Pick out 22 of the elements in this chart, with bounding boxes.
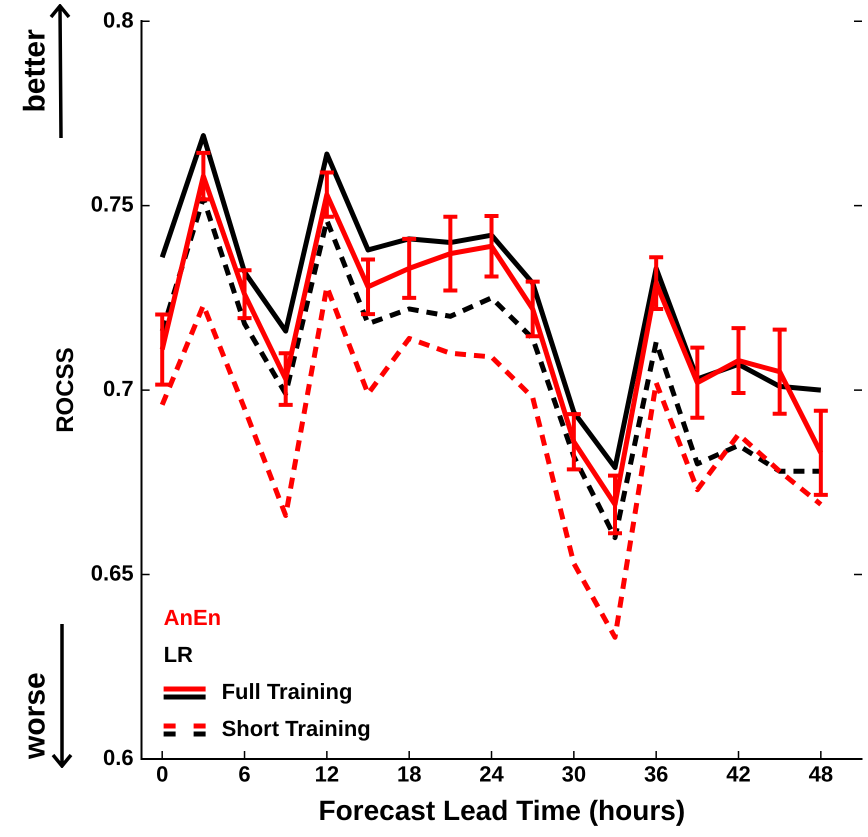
- x-tick-label: 6: [238, 761, 251, 786]
- x-tick-label: 30: [562, 761, 586, 786]
- y-tick-label: 0.8: [103, 7, 134, 32]
- annotation: Short Training: [222, 716, 371, 742]
- x-tick-label: 36: [644, 761, 668, 786]
- x-tick-label: 12: [314, 761, 340, 786]
- x-tick-label: 0: [156, 761, 168, 786]
- x-tick-label: 42: [726, 761, 751, 786]
- annotation: AnEn: [164, 605, 222, 630]
- y-tick-label: 0.75: [90, 192, 134, 217]
- text: better: [18, 28, 52, 113]
- annotation: Full Training: [222, 679, 352, 704]
- x-tick-label: 24: [479, 761, 505, 786]
- y-tick-label: 0.6: [103, 745, 134, 770]
- x-tick-label: 18: [396, 761, 422, 786]
- x-axis-title: Forecast Lead Time (hours): [318, 794, 686, 826]
- x-tick-label: 48: [808, 761, 834, 786]
- text: worse: [18, 672, 52, 760]
- annotation: LR: [164, 642, 194, 668]
- y-tick-label: 0.7: [103, 376, 134, 402]
- y-tick-label: 0.65: [90, 560, 134, 586]
- y-axis-title: ROCSS: [52, 347, 80, 433]
